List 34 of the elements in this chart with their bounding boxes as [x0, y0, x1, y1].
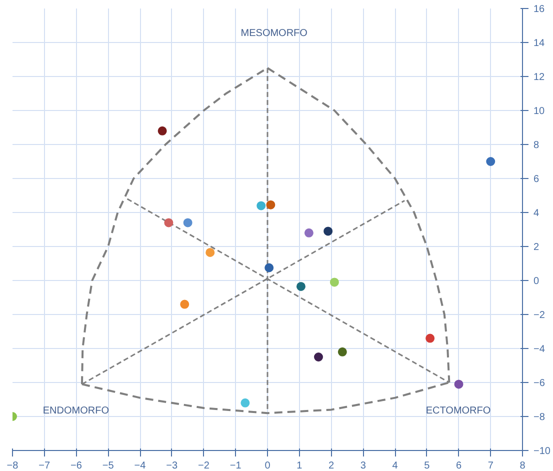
x-tick-label: 3: [360, 460, 366, 471]
y-tick-label: 0: [534, 276, 540, 287]
x-tick-label: −1: [230, 460, 242, 471]
x-tick-label: 4: [392, 460, 398, 471]
y-tick-label: −4: [534, 344, 546, 355]
x-tick-label: −7: [38, 460, 51, 471]
y-tick-label: 10: [534, 106, 546, 117]
y-tick-label: 8: [534, 140, 540, 151]
y-tick-label: 14: [534, 38, 546, 49]
y-tick-label: 6: [534, 174, 540, 185]
y-tick-label: −6: [534, 378, 546, 389]
y-tick-label: 4: [534, 208, 540, 219]
x-tick-label: −2: [198, 460, 210, 471]
y-tick-label: 2: [534, 242, 540, 253]
x-tick-label: 0: [264, 460, 271, 471]
x-tick-label: 8: [520, 460, 526, 471]
x-tick-label: −4: [134, 460, 146, 471]
x-tick-label: −6: [70, 460, 82, 471]
y-tick-label: 12: [534, 72, 546, 83]
x-tick-label: 1: [296, 460, 303, 471]
x-tick-label: 2: [328, 460, 334, 471]
y-tick-label: −2: [534, 310, 546, 321]
annotation: MESOMORFO: [240, 28, 308, 39]
x-tick-label: 6: [456, 460, 462, 471]
x-tick-label: −8: [6, 460, 19, 471]
x-tick-label: 5: [424, 460, 430, 471]
y-tick-label: −10: [534, 446, 551, 457]
x-tick-label: −3: [166, 460, 178, 471]
y-tick-label: 16: [534, 4, 546, 15]
annotation: ENDOMORFO: [42, 405, 110, 416]
x-tick-label: 7: [488, 460, 494, 471]
x-tick-label: −5: [102, 460, 114, 471]
y-tick-label: −8: [534, 412, 546, 423]
annotation: ECTOMORFO: [426, 405, 491, 416]
